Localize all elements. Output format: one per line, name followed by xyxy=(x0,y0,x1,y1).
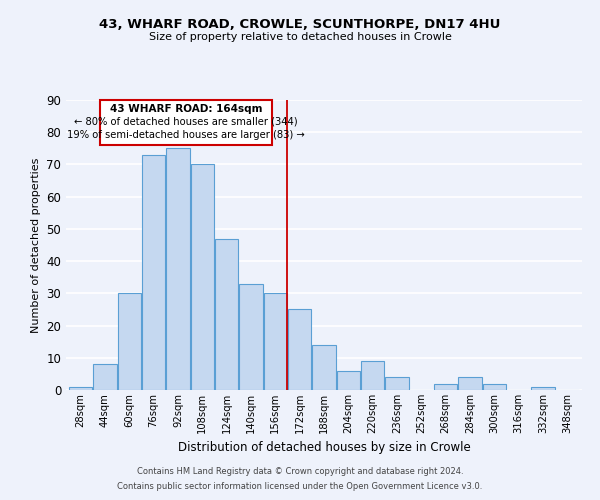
Text: Contains HM Land Registry data © Crown copyright and database right 2024.: Contains HM Land Registry data © Crown c… xyxy=(137,467,463,476)
Bar xyxy=(288,310,311,390)
Text: 19% of semi-detached houses are larger (83) →: 19% of semi-detached houses are larger (… xyxy=(67,130,305,140)
Bar xyxy=(142,155,165,390)
Bar xyxy=(458,377,482,390)
Bar xyxy=(166,148,190,390)
Bar xyxy=(215,238,238,390)
Text: Size of property relative to detached houses in Crowle: Size of property relative to detached ho… xyxy=(149,32,451,42)
Bar xyxy=(337,370,360,390)
Bar xyxy=(361,361,384,390)
Text: ← 80% of detached houses are smaller (344): ← 80% of detached houses are smaller (34… xyxy=(74,116,298,126)
Bar xyxy=(483,384,506,390)
Y-axis label: Number of detached properties: Number of detached properties xyxy=(31,158,41,332)
FancyBboxPatch shape xyxy=(100,100,272,145)
Bar xyxy=(118,294,141,390)
Bar xyxy=(69,387,92,390)
Bar xyxy=(313,345,335,390)
Bar xyxy=(264,294,287,390)
Bar xyxy=(94,364,116,390)
Text: 43, WHARF ROAD, CROWLE, SCUNTHORPE, DN17 4HU: 43, WHARF ROAD, CROWLE, SCUNTHORPE, DN17… xyxy=(100,18,500,30)
Bar xyxy=(434,384,457,390)
Text: Contains public sector information licensed under the Open Government Licence v3: Contains public sector information licen… xyxy=(118,482,482,491)
Bar xyxy=(191,164,214,390)
X-axis label: Distribution of detached houses by size in Crowle: Distribution of detached houses by size … xyxy=(178,442,470,454)
Text: 43 WHARF ROAD: 164sqm: 43 WHARF ROAD: 164sqm xyxy=(110,104,262,114)
Bar xyxy=(385,377,409,390)
Bar xyxy=(239,284,263,390)
Bar xyxy=(532,387,554,390)
